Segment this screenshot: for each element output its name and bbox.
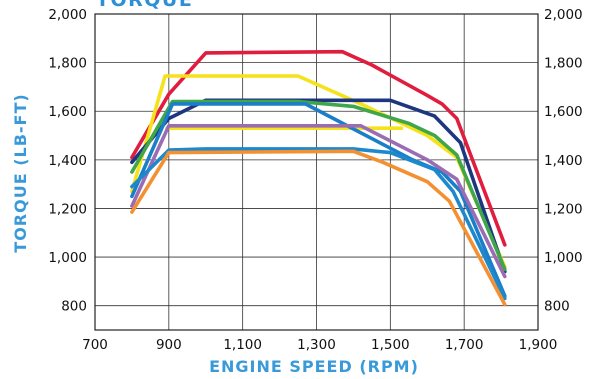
y-tick-label-right: 1,600 bbox=[544, 104, 583, 120]
y-tick-label-right: 1,800 bbox=[544, 56, 583, 72]
x-tick-label: 700 bbox=[82, 337, 108, 353]
y-tick-label-right: 1,200 bbox=[544, 201, 583, 217]
tick-labels: 700 900 1,100 1,300 1,500 1,700 1,900 800 800 1,0… bbox=[48, 7, 582, 353]
x-tick-label: 1,300 bbox=[297, 337, 336, 353]
series-line-0 bbox=[130, 49, 507, 247]
x-axis-title: ENGINE SPEED (RPM) bbox=[209, 357, 419, 376]
x-tick-label: 1,900 bbox=[519, 337, 558, 353]
series-line-3 bbox=[130, 98, 507, 274]
y-tick-label-left: 1,600 bbox=[48, 104, 87, 120]
y-tick-label-right: 2,000 bbox=[544, 7, 583, 23]
series-line-4 bbox=[130, 99, 507, 272]
plot-frame bbox=[94, 13, 539, 331]
y-tick-label-right: 800 bbox=[544, 299, 570, 315]
y-axis-title: TORQUE (LB-FT) bbox=[11, 93, 30, 252]
series-line-7 bbox=[130, 147, 507, 301]
x-tick-label: 1,100 bbox=[223, 337, 262, 353]
series-line-6 bbox=[130, 124, 507, 279]
y-tick-label-left: 1,000 bbox=[48, 250, 87, 266]
y-tick-label-right: 1,000 bbox=[544, 250, 583, 266]
y-tick-label-left: 1,800 bbox=[48, 56, 87, 72]
y-tick-label-right: 1,400 bbox=[544, 153, 583, 169]
y-tick-label-left: 1,200 bbox=[48, 201, 87, 217]
y-tick-label-left: 1,400 bbox=[48, 153, 87, 169]
chart-title: TORQUE bbox=[96, 0, 193, 11]
y-tick-label-left: 2,000 bbox=[48, 7, 87, 23]
series-line-8 bbox=[130, 149, 507, 307]
y-tick-label-left: 800 bbox=[61, 299, 87, 315]
x-tick-label: 1,500 bbox=[371, 337, 410, 353]
series-lines bbox=[130, 49, 507, 307]
x-tick-label: 1,700 bbox=[445, 337, 484, 353]
x-tick-label: 900 bbox=[156, 337, 182, 353]
